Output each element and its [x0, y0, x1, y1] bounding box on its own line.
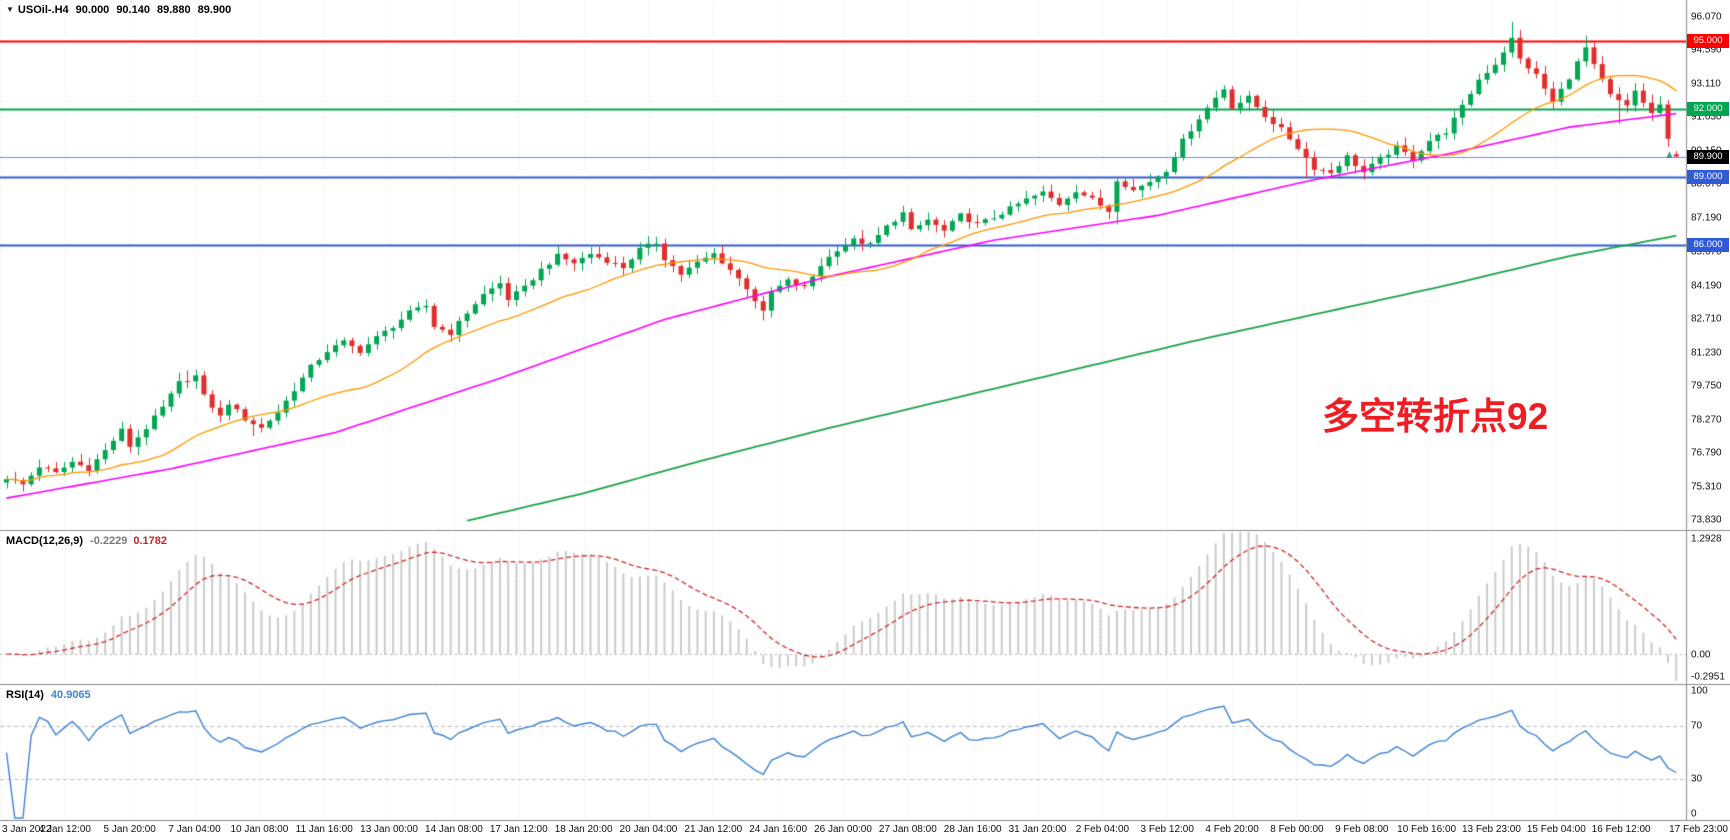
chart-canvas[interactable]: [0, 0, 1730, 840]
trading-chart-window: ▼ USOil-.H4 90.000 90.140 89.880 89.900 MACD(…: [0, 0, 1730, 840]
